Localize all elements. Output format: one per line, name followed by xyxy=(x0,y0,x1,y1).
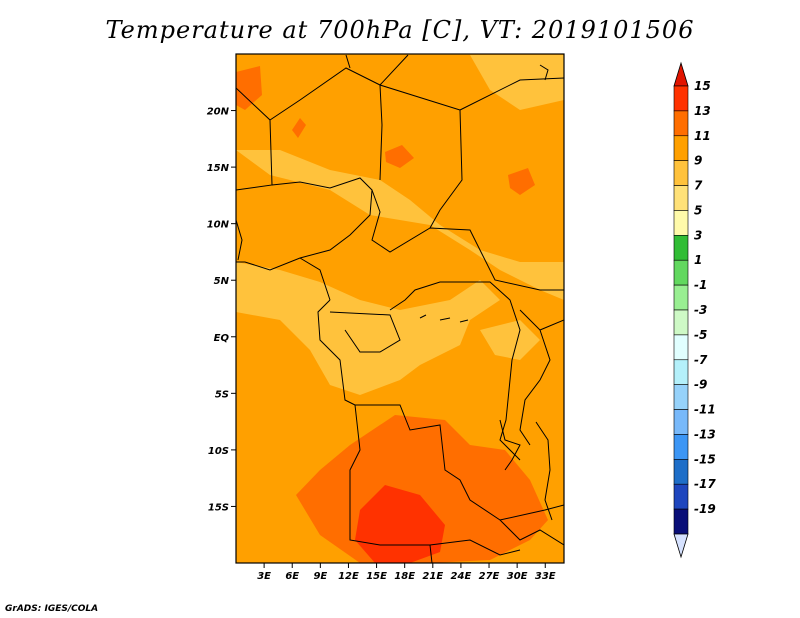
lat-tick-label: 5S xyxy=(215,389,229,400)
lon-tick-label: 30E xyxy=(507,571,528,582)
colorbar-label: -15 xyxy=(694,452,716,466)
colorbar-label: 15 xyxy=(694,79,711,93)
colorbar-label: -3 xyxy=(694,303,707,317)
lon-tick-label: 27E xyxy=(479,571,500,582)
field-13-15-region xyxy=(355,485,445,563)
lat-tick-label: 10S xyxy=(208,446,229,457)
credit-label: GrADS: IGES/COLA xyxy=(5,604,99,614)
colorbar-label: 13 xyxy=(694,104,711,118)
colorbar-swatch xyxy=(673,235,689,261)
colorbar-bottom-arrow xyxy=(673,533,689,559)
lon-tick-label: 12E xyxy=(338,571,359,582)
field-7-9-region xyxy=(236,55,564,395)
map-frame xyxy=(235,53,565,564)
colorbar-label: 9 xyxy=(694,154,702,168)
lat-tick-label: 15N xyxy=(207,163,230,174)
colorbar-label: 5 xyxy=(694,203,702,217)
colorbar-label: 7 xyxy=(694,179,703,193)
colorbar-swatch xyxy=(673,359,689,385)
lat-tick-label: 15S xyxy=(208,502,229,513)
colorbar-swatch xyxy=(673,110,689,137)
country-borders xyxy=(236,54,564,563)
colorbar-swatch xyxy=(673,259,689,286)
lon-tick-label: 18E xyxy=(394,571,415,582)
lon-tick-label: 21E xyxy=(422,571,443,582)
map-title: Temperature at 700hPa [C], VT: 201910150… xyxy=(105,16,695,44)
lon-tick-label: 3E xyxy=(257,571,271,582)
colorbar-label: -9 xyxy=(694,378,707,392)
lon-tick-label: 9E xyxy=(313,571,327,582)
colorbar-label: -19 xyxy=(694,502,716,516)
colorbar-swatch xyxy=(673,309,689,336)
colorbar-label: -11 xyxy=(694,403,716,417)
colorbar-swatch xyxy=(673,185,689,211)
colorbar: 15 13 11 9 7 5 3 1 -1 -3 -5 -7 -9 -11 -13 -15 -17 -19 xyxy=(673,61,716,559)
lat-tick-label: 20N xyxy=(207,107,230,118)
colorbar-swatch xyxy=(673,508,689,535)
colorbar-swatch xyxy=(673,409,689,435)
lon-tick-label: 33E xyxy=(535,571,556,582)
lon-tick-label: 24E xyxy=(451,571,472,582)
colorbar-swatch xyxy=(673,210,689,236)
colorbar-label: 3 xyxy=(694,228,702,242)
longitude-axis: 3E 6E 9E 12E 15E 18E 21E 24E 27E 30E 33E xyxy=(257,563,556,582)
colorbar-swatch xyxy=(673,85,689,112)
colorbar-label: -1 xyxy=(694,278,707,292)
colorbar-swatch xyxy=(673,459,689,485)
colorbar-swatch xyxy=(673,284,689,311)
colorbar-label: -5 xyxy=(694,328,707,342)
colorbar-label: -7 xyxy=(694,353,708,367)
temperature-field xyxy=(236,54,564,563)
colorbar-swatch xyxy=(673,434,689,460)
colorbar-label: 1 xyxy=(694,253,702,267)
colorbar-swatch xyxy=(673,135,689,161)
colorbar-swatch xyxy=(673,334,689,361)
lat-tick-label: 10N xyxy=(207,220,230,231)
colorbar-swatch xyxy=(673,384,689,410)
colorbar-label: -17 xyxy=(694,477,716,491)
lon-tick-label: 6E xyxy=(285,571,299,582)
lat-tick-label: 5N xyxy=(214,276,230,287)
lon-tick-label: 15E xyxy=(366,571,387,582)
lat-tick-label: EQ xyxy=(214,333,230,344)
colorbar-label: 11 xyxy=(694,129,711,143)
colorbar-label: -13 xyxy=(694,427,716,441)
colorbar-swatch xyxy=(673,483,689,510)
colorbar-swatch xyxy=(673,160,689,186)
colorbar-top-arrow xyxy=(673,61,689,87)
latitude-axis: 20N 15N 10N 5N EQ 5S 10S 15S xyxy=(207,107,236,513)
